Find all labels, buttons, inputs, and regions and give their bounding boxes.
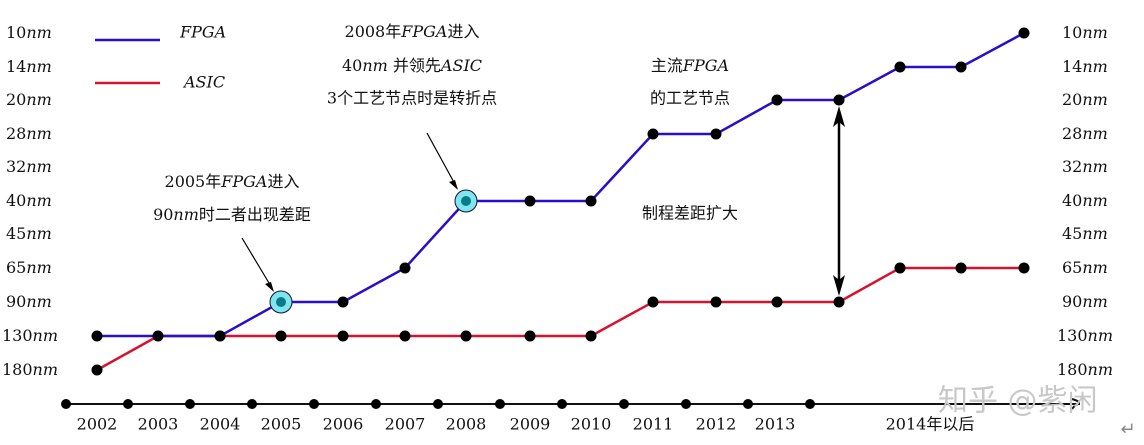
gap-double-arrow-icon xyxy=(833,106,845,296)
fpga-series-line xyxy=(97,31,1025,338)
svg-text:180nm: 180nm xyxy=(2,360,58,379)
svg-text:2011: 2011 xyxy=(633,415,674,434)
svg-text:2013: 2013 xyxy=(755,415,796,434)
svg-text:2005: 2005 xyxy=(261,415,302,434)
svg-text:20nm: 20nm xyxy=(6,90,52,109)
svg-text:主流FPGA: 主流FPGA xyxy=(651,56,729,75)
axis-arrow-icon xyxy=(1071,398,1081,410)
svg-text:32nm: 32nm xyxy=(1062,157,1108,176)
annotation-arrows xyxy=(241,132,457,289)
svg-text:180nm: 180nm xyxy=(1057,360,1113,379)
svg-text:2004: 2004 xyxy=(200,415,241,434)
arrowheads xyxy=(265,180,458,292)
svg-text:10nm: 10nm xyxy=(1062,23,1108,42)
svg-text:2007: 2007 xyxy=(385,415,426,434)
svg-text:14nm: 14nm xyxy=(1062,57,1108,76)
svg-text:45nm: 45nm xyxy=(6,224,52,243)
legend-asic-label: ASIC xyxy=(182,73,225,92)
asic-series-line xyxy=(96,266,1024,372)
svg-text:2008年FPGA进入: 2008年FPGA进入 xyxy=(345,22,480,41)
x-axis-labels: 2002 2003 2004 2005 2006 2007 2008 2009 … xyxy=(77,415,975,434)
fpga-markers xyxy=(91,27,1030,342)
svg-text:2009: 2009 xyxy=(510,415,551,434)
annotation-gap: 制程差距扩大 xyxy=(642,204,738,223)
svg-text:14nm: 14nm xyxy=(6,57,52,76)
svg-text:的工艺节点: 的工艺节点 xyxy=(650,89,730,108)
svg-text:90nm: 90nm xyxy=(6,292,52,311)
svg-text:20nm: 20nm xyxy=(1062,90,1108,109)
annotation-2005: 2005年FPGA进入 90nm时二者出现差距 xyxy=(153,172,311,224)
annotation-mainstream: 主流FPGA 的工艺节点 xyxy=(650,56,730,108)
svg-text:40nm: 40nm xyxy=(1062,191,1108,210)
x-axis: 2002 2003 2004 2005 2006 2007 2008 2009 … xyxy=(61,398,1081,434)
svg-text:2008: 2008 xyxy=(446,415,487,434)
svg-text:40nm 并领先ASIC: 40nm 并领先ASIC xyxy=(342,56,482,75)
svg-text:45nm: 45nm xyxy=(1062,224,1108,243)
svg-text:2003: 2003 xyxy=(138,415,179,434)
svg-text:90nm时二者出现差距: 90nm时二者出现差距 xyxy=(153,205,311,224)
svg-text:65nm: 65nm xyxy=(1062,258,1108,277)
return-icon: ↵ xyxy=(1120,419,1135,440)
watermark: 知乎 @紫闲 xyxy=(938,384,1098,419)
svg-text:28nm: 28nm xyxy=(6,124,52,143)
svg-text:32nm: 32nm xyxy=(6,157,52,176)
svg-text:2014年以后: 2014年以后 xyxy=(886,415,975,434)
x-axis-ticks xyxy=(61,399,815,409)
svg-text:2005年FPGA进入: 2005年FPGA进入 xyxy=(165,172,300,191)
annotation-2008: 2008年FPGA进入 40nm 并领先ASIC 3个工艺节点时是转折点 xyxy=(327,22,497,108)
y-axis-left: 10nm 14nm 20nm 28nm 32nm 40nm 45nm 65nm … xyxy=(2,23,58,379)
asic-markers xyxy=(91,262,1030,376)
legend: FPGA ASIC xyxy=(95,23,226,92)
svg-text:3个工艺节点时是转折点: 3个工艺节点时是转折点 xyxy=(327,89,497,108)
svg-text:90nm: 90nm xyxy=(1062,292,1108,311)
svg-text:2010: 2010 xyxy=(571,415,612,434)
svg-text:65nm: 65nm xyxy=(6,258,52,277)
svg-text:10nm: 10nm xyxy=(6,23,52,42)
svg-text:40nm: 40nm xyxy=(6,191,52,210)
svg-text:2012: 2012 xyxy=(696,415,737,434)
svg-text:130nm: 130nm xyxy=(2,326,58,345)
svg-text:2006: 2006 xyxy=(323,415,364,434)
y-axis-right: 10nm 14nm 20nm 28nm 32nm 40nm 45nm 65nm … xyxy=(1057,23,1113,379)
svg-text:28nm: 28nm xyxy=(1062,124,1108,143)
svg-text:130nm: 130nm xyxy=(1057,326,1113,345)
svg-text:2002: 2002 xyxy=(77,415,118,434)
legend-fpga-label: FPGA xyxy=(179,23,226,42)
